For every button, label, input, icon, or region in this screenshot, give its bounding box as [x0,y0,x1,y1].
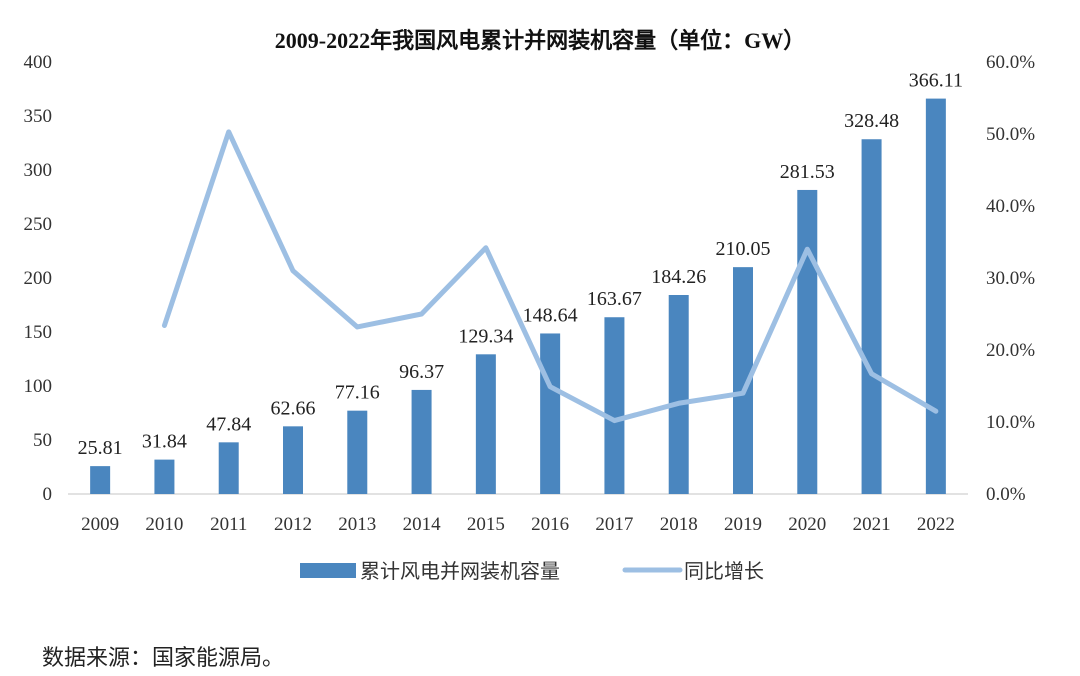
x-axis-tick-label: 2017 [595,514,633,535]
x-axis-tick-label: 2015 [467,514,505,535]
bar-data-label: 62.66 [271,397,316,419]
x-axis-tick-label: 2018 [660,514,698,535]
bar-data-label: 328.48 [844,110,899,132]
right-axis-tick-label: 40.0% [986,196,1035,217]
right-axis-tick-label: 20.0% [986,340,1035,361]
x-axis-tick-label: 2014 [403,514,442,535]
x-axis-tick-label: 2010 [145,514,183,535]
x-axis-tick-label: 2020 [788,514,826,535]
legend-label-bar: 累计风电并网装机容量 [360,559,560,583]
bar [475,354,496,494]
bar-data-label: 31.84 [142,431,187,453]
bar-data-label: 96.37 [399,361,444,383]
x-axis-tick-label: 2013 [338,514,376,535]
bar-data-label: 25.81 [78,437,123,459]
right-axis: 0.0% 10.0% 20.0% 30.0% 40.0% 50.0% 60.0% [986,52,1035,505]
bar-data-labels: 25.81 31.84 47.84 62.66 77.16 96.37 129.34 148.… [78,70,963,460]
bar-data-label: 281.53 [780,161,835,183]
bar [283,426,303,494]
bar [925,98,946,494]
x-axis-tick-label: 2022 [917,514,955,535]
left-axis-tick-label: 100 [24,376,53,397]
left-axis-tick-label: 150 [24,322,53,343]
left-axis-tick-label: 200 [24,268,53,289]
bar [797,189,818,494]
right-axis-tick-label: 0.0% [986,484,1026,505]
bar [218,442,239,494]
left-axis-tick-label: 50 [33,430,52,451]
right-axis-tick-label: 30.0% [986,268,1035,289]
bar [668,294,689,494]
growth-line-series [161,129,939,424]
left-axis-tick-label: 350 [24,106,53,127]
bar-data-label: 163.67 [587,288,642,310]
x-axis-tick-label: 2012 [274,514,312,535]
left-axis-tick-label: 0 [43,484,53,505]
bar-data-label: 366.11 [909,70,963,92]
legend-swatch-bar [300,563,356,578]
bar [347,410,368,494]
right-axis-tick-label: 50.0% [986,124,1035,145]
left-axis-tick-label: 250 [24,214,53,235]
x-axis-tick-label: 2009 [81,514,119,535]
legend: 累计风电并网装机容量 同比增长 [300,559,764,583]
right-axis-tick-label: 10.0% [986,412,1035,433]
bar [540,333,561,494]
bar-data-label: 184.26 [651,266,706,288]
x-axis-tick-label: 2016 [531,514,569,535]
x-axis-tick-label: 2011 [210,514,247,535]
bar-series [90,98,946,495]
bar [604,317,625,494]
left-axis: 0 50 100 150 200 250 300 350 400 [24,52,53,505]
bar [733,267,753,494]
bar [154,459,175,494]
source-note: 数据来源：国家能源局。 [42,646,285,671]
bar-data-label: 77.16 [335,382,380,404]
chart-title: 2009-2022年我国风电累计并网装机容量（单位：GW） [275,28,805,53]
bar-data-label: 129.34 [458,325,513,347]
x-axis: 2009 2010 2011 2012 2013 2014 2015 2016 2017 2018… [81,514,955,535]
left-axis-tick-label: 300 [24,160,53,181]
x-axis-tick-label: 2019 [724,514,762,535]
legend-label-line: 同比增长 [684,559,764,583]
bar-data-label: 148.64 [523,304,578,326]
left-axis-tick-label: 400 [24,52,53,73]
bar [861,139,882,495]
right-axis-tick-label: 60.0% [986,52,1035,73]
bar [90,466,111,494]
bar-data-label: 210.05 [716,238,771,260]
bar [411,389,432,494]
x-axis-tick-label: 2021 [853,514,891,535]
bar-data-label: 47.84 [206,413,251,435]
